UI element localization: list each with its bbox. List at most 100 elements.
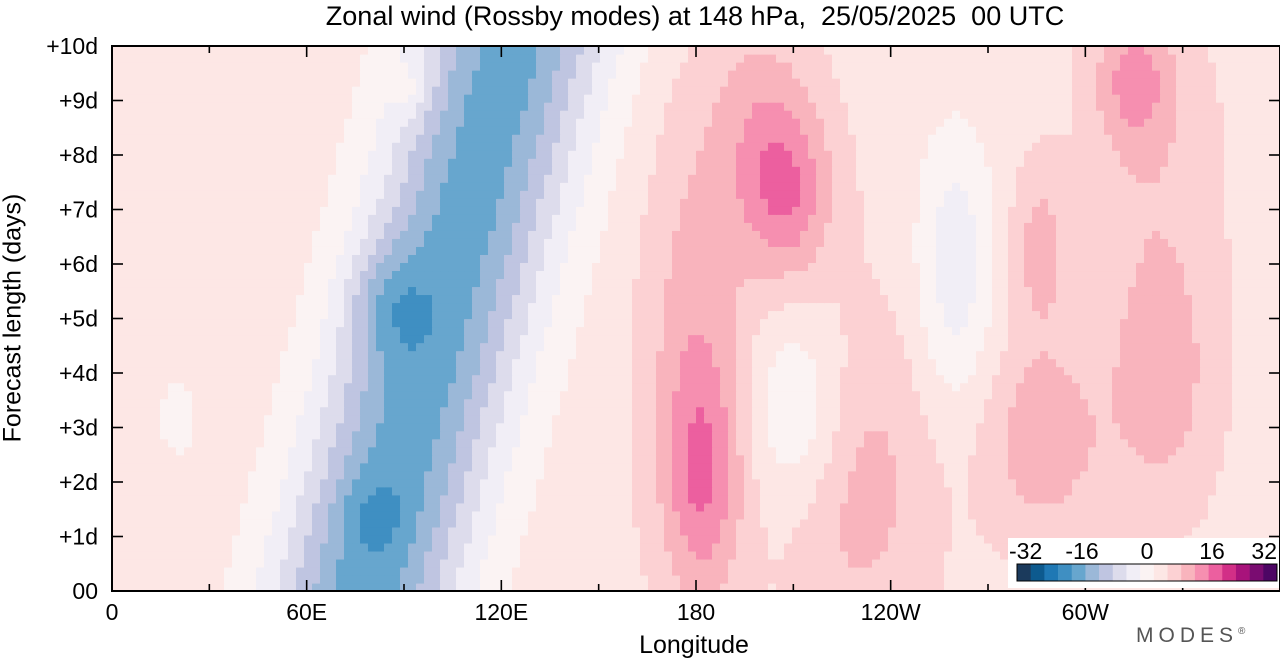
- field-cell: [832, 430, 841, 440]
- field-cell: [720, 550, 729, 560]
- field-cell: [560, 390, 569, 400]
- field-cell: [112, 310, 121, 320]
- field-cell: [784, 518, 793, 528]
- field-cell: [216, 558, 225, 568]
- field-cell: [184, 502, 193, 512]
- field-cell: [1264, 494, 1273, 504]
- field-cell: [952, 502, 961, 512]
- field-cell: [432, 502, 441, 512]
- field-cell: [456, 550, 465, 560]
- field-cell: [616, 334, 625, 344]
- field-cell: [928, 550, 937, 560]
- field-cell: [264, 382, 273, 392]
- field-cell: [696, 358, 705, 368]
- field-cell: [784, 470, 793, 480]
- field-cell: [1048, 478, 1057, 488]
- field-cell: [488, 582, 497, 591]
- field-cell: [752, 430, 761, 440]
- field-cell: [704, 414, 713, 424]
- field-cell: [280, 502, 289, 512]
- field-cell: [144, 454, 153, 464]
- field-cell: [1000, 438, 1009, 448]
- field-cell: [1032, 462, 1041, 472]
- field-cell: [920, 430, 929, 440]
- field-cell: [856, 430, 865, 440]
- field-cell: [432, 342, 441, 352]
- field-cell: [496, 430, 505, 440]
- field-cell: [464, 574, 473, 584]
- field-cell: [184, 406, 193, 416]
- field-cell: [184, 550, 193, 560]
- field-cell: [232, 438, 241, 448]
- field-cell: [272, 310, 281, 320]
- field-cell: [400, 350, 409, 360]
- field-cell: [296, 526, 305, 536]
- field-cell: [1168, 406, 1177, 416]
- field-cell: [600, 486, 609, 496]
- field-cell: [808, 574, 817, 584]
- field-cell: [968, 558, 977, 568]
- field-cell: [1056, 446, 1065, 456]
- field-cell: [232, 430, 241, 440]
- field-cell: [1176, 358, 1185, 368]
- field-cell: [552, 510, 561, 520]
- field-cell: [1264, 350, 1273, 360]
- field-cell: [864, 486, 873, 496]
- field-cell: [232, 398, 241, 408]
- field-cell: [1056, 430, 1065, 440]
- field-cell: [848, 342, 857, 352]
- field-cell: [424, 478, 433, 488]
- field-cell: [904, 478, 913, 488]
- field-cell: [1176, 494, 1185, 504]
- field-cell: [424, 462, 433, 472]
- field-cell: [312, 526, 321, 536]
- field-cell: [512, 318, 521, 328]
- field-cell: [616, 422, 625, 432]
- field-cell: [984, 358, 993, 368]
- field-cell: [1224, 366, 1233, 376]
- field-cell: [1080, 470, 1089, 480]
- field-cell: [912, 510, 921, 520]
- field-cell: [832, 414, 841, 424]
- field-cell: [1168, 374, 1177, 384]
- field-cell: [384, 494, 393, 504]
- field-cell: [224, 310, 233, 320]
- field-cell: [1248, 526, 1257, 536]
- field-cell: [904, 374, 913, 384]
- field-cell: [784, 446, 793, 456]
- field-cell: [400, 486, 409, 496]
- field-cell: [832, 462, 841, 472]
- field-cell: [200, 374, 209, 384]
- field-cell: [600, 566, 609, 576]
- field-cell: [688, 398, 697, 408]
- field-cell: [952, 430, 961, 440]
- field-cell: [952, 366, 961, 376]
- field-cell: [352, 582, 361, 591]
- field-cell: [160, 454, 169, 464]
- field-cell: [592, 558, 601, 568]
- field-cell: [616, 350, 625, 360]
- field-cell: [440, 574, 449, 584]
- field-cell: [496, 558, 505, 568]
- field-cell: [1080, 342, 1089, 352]
- field-cell: [296, 550, 305, 560]
- field-cell: [1064, 454, 1073, 464]
- field-cell: [1184, 526, 1193, 536]
- field-cell: [976, 398, 985, 408]
- field-cell: [336, 382, 345, 392]
- field-cell: [936, 342, 945, 352]
- field-cell: [432, 518, 441, 528]
- field-cell: [768, 318, 777, 328]
- field-cell: [1240, 390, 1249, 400]
- field-cell: [200, 574, 209, 584]
- field-cell: [512, 534, 521, 544]
- field-cell: [176, 478, 185, 488]
- field-cell: [608, 470, 617, 480]
- field-cell: [752, 582, 761, 591]
- field-cell: [904, 446, 913, 456]
- field-cell: [912, 422, 921, 432]
- field-cell: [512, 422, 521, 432]
- field-cell: [984, 326, 993, 336]
- field-cell: [192, 566, 201, 576]
- field-cell: [952, 438, 961, 448]
